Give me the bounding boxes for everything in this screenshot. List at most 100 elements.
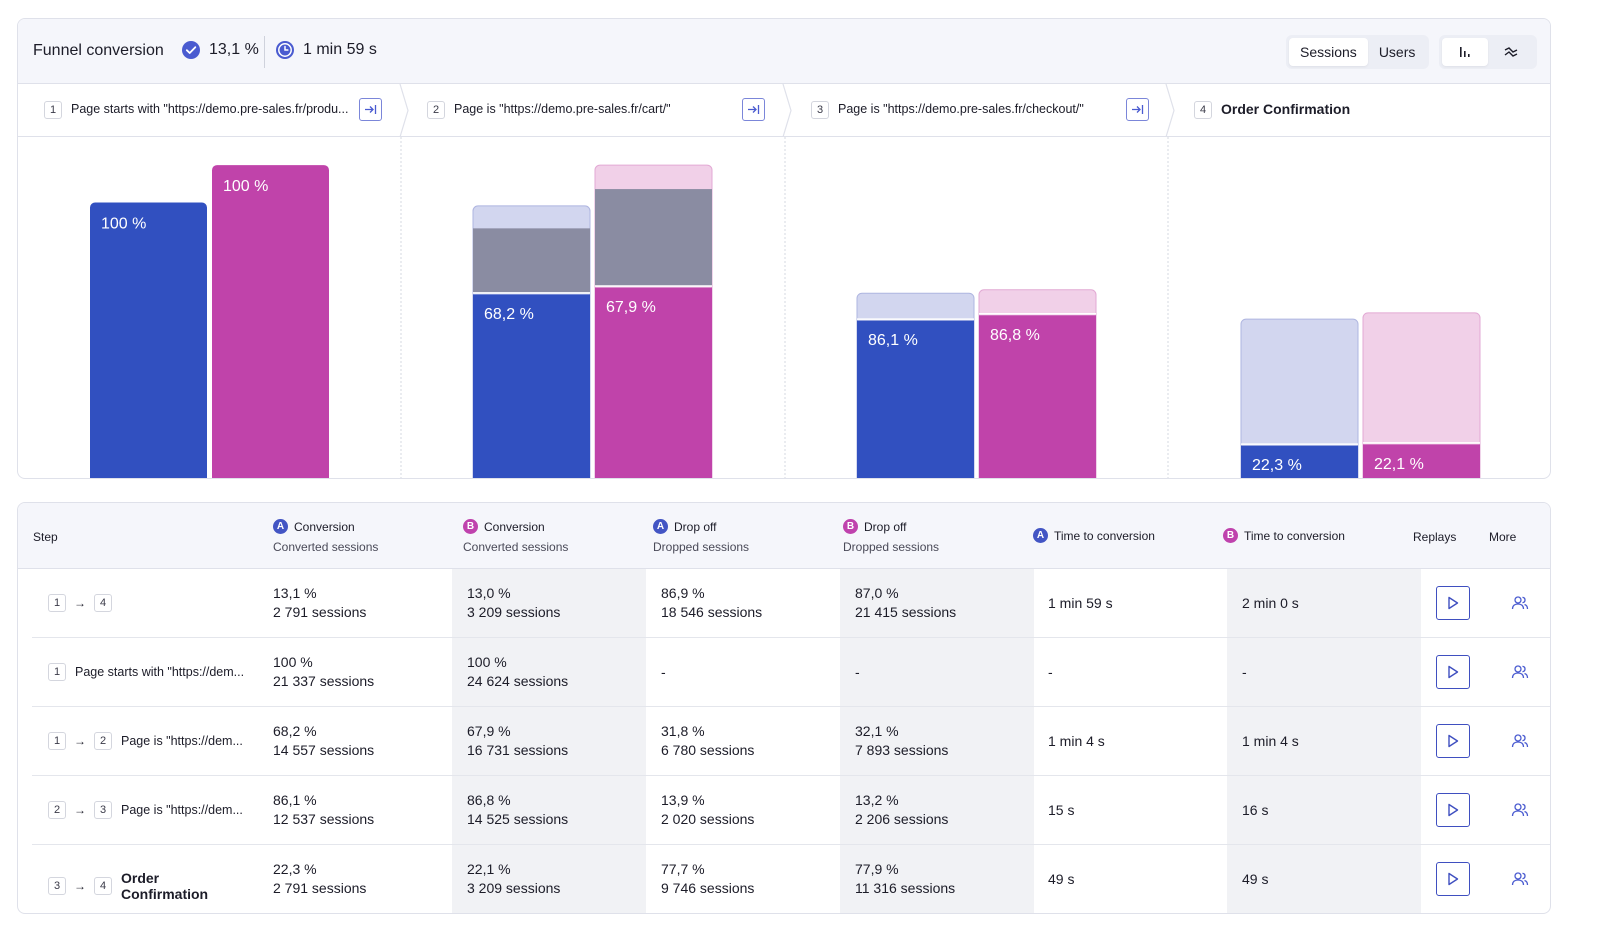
- b-time-cell: 16 s: [1242, 802, 1269, 818]
- header-divider: [264, 36, 265, 68]
- a-time-cell: -: [1048, 664, 1053, 680]
- jump-to-icon: [748, 105, 760, 114]
- percent-value: 86,9 %: [661, 585, 705, 601]
- header-b-conversion[interactable]: B Conversion Converted sessions: [463, 519, 568, 554]
- b-drop-cell: 87,0 % 21 415 sessions: [855, 584, 956, 622]
- header-sub: Converted sessions: [463, 540, 569, 554]
- step-to-badge: 2: [94, 732, 112, 750]
- users-icon[interactable]: [1511, 801, 1529, 819]
- step-4-b-converted-bar: [1363, 444, 1480, 478]
- header-sub: Dropped sessions: [843, 540, 940, 554]
- header-a-time[interactable]: A Time to conversion: [1033, 528, 1155, 543]
- step-3-a-converted-bar: [857, 320, 974, 478]
- percent-value: 68,2 %: [273, 723, 317, 739]
- percent-value: 100 %: [273, 654, 313, 670]
- a-conv-cell: 22,3 % 2 791 sessions: [273, 860, 366, 898]
- header-a-conversion[interactable]: A Conversion Converted sessions: [273, 519, 378, 554]
- step-from-badge: 1: [48, 732, 66, 750]
- step-label: Page starts with "https://demo.pre-sales…: [71, 102, 349, 116]
- users-toggle[interactable]: Users: [1378, 44, 1416, 60]
- table-row[interactable]: 1 → 2 Page is "https://dem... 68,2 % 14 557 s…: [18, 707, 1550, 776]
- play-replay-button[interactable]: [1436, 586, 1470, 620]
- table-row[interactable]: 1 Page starts with "https://dem... 100 % 21…: [18, 638, 1550, 707]
- percent-value: -: [855, 664, 860, 680]
- session-count: 16 731 sessions: [467, 742, 569, 758]
- bar-view-button[interactable]: [1442, 38, 1488, 66]
- funnel-step-4[interactable]: 4 Order Confirmation: [1168, 84, 1550, 137]
- conversion-metric: 13,1 %: [181, 40, 259, 60]
- header-a-dropoff[interactable]: A Drop off Dropped sessions: [653, 519, 749, 554]
- trend-view-button[interactable]: [1488, 38, 1534, 66]
- play-replay-button[interactable]: [1436, 862, 1470, 896]
- play-replay-button[interactable]: [1436, 724, 1470, 758]
- funnel-step-1[interactable]: 1 Page starts with "https://demo.pre-sal…: [18, 84, 401, 137]
- play-replay-button[interactable]: [1436, 793, 1470, 827]
- row-divider: [32, 844, 1550, 845]
- step-from-badge: 3: [48, 877, 66, 895]
- users-icon[interactable]: [1511, 732, 1529, 750]
- b-drop-cell: 77,9 % 11 316 sessions: [855, 860, 955, 898]
- table-row[interactable]: 3 → 4 Order Confirmation 22,3 % 2 791 session…: [18, 845, 1550, 913]
- row-divider: [32, 775, 1550, 776]
- funnel-step-2[interactable]: 2 Page is "https://demo.pre-sales.fr/car…: [401, 84, 784, 137]
- header-b-dropoff[interactable]: B Drop off Dropped sessions: [843, 519, 939, 554]
- play-icon: [1448, 665, 1459, 679]
- users-icon[interactable]: [1511, 663, 1529, 681]
- variant-a-badge: A: [1033, 528, 1048, 543]
- row-divider: [32, 706, 1550, 707]
- step-to-badge: 4: [94, 877, 112, 895]
- step-cell: 2 → 3 Page is "https://dem...: [48, 801, 243, 819]
- funnel-step-3[interactable]: 3 Page is "https://demo.pre-sales.fr/che…: [785, 84, 1168, 137]
- step-label: Page is "https://demo.pre-sales.fr/check…: [838, 102, 1084, 116]
- variant-b-badge: B: [463, 519, 478, 534]
- step-3-b-converted-bar: [979, 315, 1096, 478]
- step-separator-chevron: [399, 84, 409, 137]
- table-row[interactable]: 1 → 4 13,1 % 2 791 sessions 13,0 % 3 209 sessi…: [18, 569, 1550, 638]
- jump-to-step-button[interactable]: [742, 98, 765, 121]
- play-icon: [1448, 803, 1459, 817]
- jump-to-icon: [365, 105, 377, 114]
- table-row[interactable]: 2 → 3 Page is "https://dem... 86,1 % 12 537 s…: [18, 776, 1550, 845]
- step-1-b-converted-bar: [212, 165, 329, 478]
- step-4-a-converted-bar: [1241, 445, 1358, 478]
- b-conv-cell: 86,8 % 14 525 sessions: [467, 791, 568, 829]
- variant-a-badge: A: [653, 519, 668, 534]
- arrow-right-icon: →: [74, 803, 86, 817]
- funnel-header: Funnel conversion 13,1 % 1 min 59 s Sess…: [18, 19, 1550, 84]
- a-drop-cell: 86,9 % 18 546 sessions: [661, 584, 762, 622]
- header-b-time[interactable]: B Time to conversion: [1223, 528, 1345, 543]
- a-conv-cell: 100 % 21 337 sessions: [273, 653, 374, 691]
- percent-value: 32,1 %: [855, 723, 899, 739]
- a-drop-cell: 77,7 % 9 746 sessions: [661, 860, 754, 898]
- row-divider: [32, 637, 1550, 638]
- play-icon: [1448, 872, 1459, 886]
- session-count: 21 415 sessions: [855, 604, 957, 620]
- jump-to-step-button[interactable]: [1126, 98, 1149, 121]
- b-time-cell: 49 s: [1242, 871, 1269, 887]
- a-conv-cell: 68,2 % 14 557 sessions: [273, 722, 374, 760]
- check-circle-icon: [182, 41, 200, 59]
- step-2-b-dropoff-bar: [595, 189, 712, 287]
- percent-value: 77,7 %: [661, 861, 705, 877]
- users-icon[interactable]: [1511, 594, 1529, 612]
- b-drop-cell: 32,1 % 7 893 sessions: [855, 722, 948, 760]
- funnel-steps: 1 Page starts with "https://demo.pre-sal…: [18, 84, 1550, 137]
- percent-value: 13,9 %: [661, 792, 705, 808]
- users-icon[interactable]: [1511, 870, 1529, 888]
- step-from-badge: 1: [48, 663, 66, 681]
- session-count: 6 780 sessions: [661, 742, 755, 758]
- step-from-badge: 1: [48, 594, 66, 612]
- time-metric: 1 min 59 s: [275, 40, 377, 60]
- play-replay-button[interactable]: [1436, 655, 1470, 689]
- jump-to-step-button[interactable]: [359, 98, 382, 121]
- step-label: Page is "https://dem...: [121, 803, 243, 817]
- step-3-a-conversion-label: 86,1 %: [868, 332, 918, 349]
- header-sub: Dropped sessions: [653, 540, 750, 554]
- sessions-toggle[interactable]: Sessions: [1289, 38, 1368, 66]
- session-count: 24 624 sessions: [467, 673, 569, 689]
- percent-value: -: [661, 664, 666, 680]
- session-count: 9 746 sessions: [661, 880, 755, 896]
- step-number: 3: [811, 101, 829, 119]
- session-count: 3 209 sessions: [467, 880, 561, 896]
- session-count: 11 316 sessions: [855, 880, 956, 896]
